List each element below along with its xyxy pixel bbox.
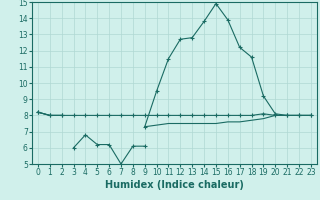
X-axis label: Humidex (Indice chaleur): Humidex (Indice chaleur) [105, 180, 244, 190]
